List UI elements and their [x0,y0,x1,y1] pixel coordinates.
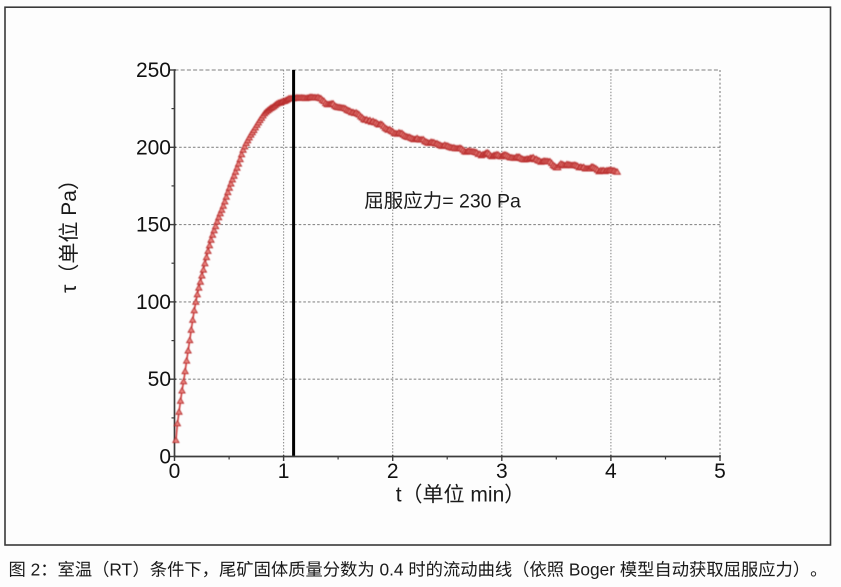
svg-text:4: 4 [605,460,617,483]
svg-text:t: t [396,484,402,507]
svg-text:τ: τ [58,284,81,293]
svg-text:0.4: 0.4 [375,560,409,580]
svg-text:1: 1 [278,460,290,483]
svg-text:2: 2 [26,560,40,580]
svg-text:3: 3 [496,460,508,483]
svg-text:2: 2 [387,460,399,483]
svg-text:RT: RT [109,560,132,580]
svg-text:= 230 Pa: = 230 Pa [442,191,521,213]
svg-text:5: 5 [714,460,726,483]
svg-text:150: 150 [136,214,171,237]
svg-text:0: 0 [159,446,171,469]
svg-text:50: 50 [148,368,171,391]
svg-text:100: 100 [136,291,171,314]
svg-text:Pa: Pa [58,190,81,222]
svg-text:0: 0 [169,460,181,483]
svg-text:200: 200 [136,136,171,159]
svg-text:min: min [465,484,505,507]
svg-text:250: 250 [136,59,171,82]
svg-text:Boger: Boger [564,560,620,580]
